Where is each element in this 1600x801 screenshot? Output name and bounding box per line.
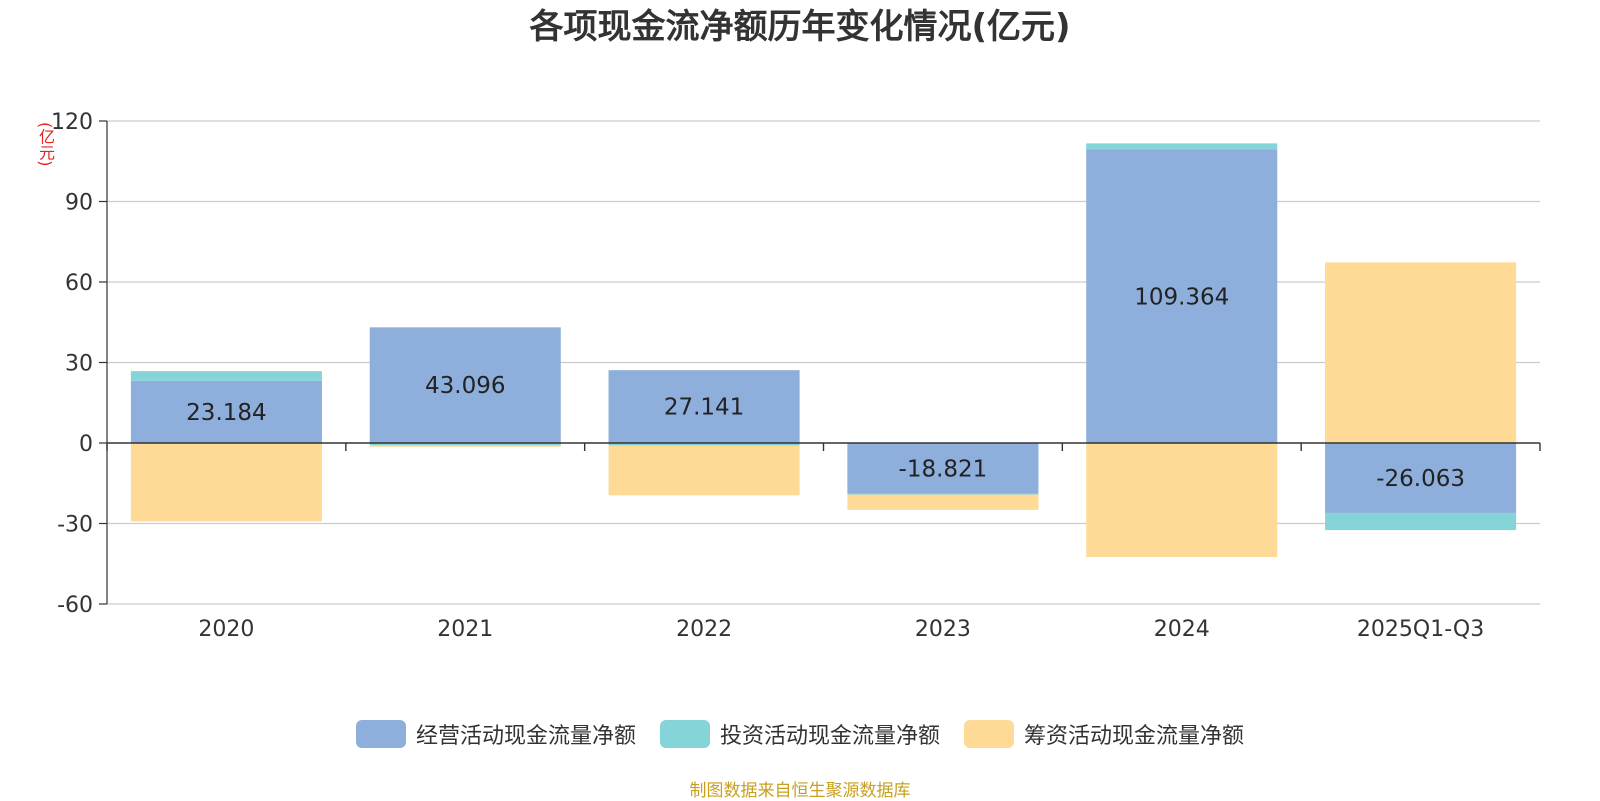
- bar-segment-s0-2021: [369, 327, 561, 443]
- bar-segment-s2-2025Q1-Q3: [1325, 262, 1517, 443]
- bar-segment-s1-2020: [130, 371, 322, 381]
- y-tick-label: 0: [79, 432, 93, 457]
- bar-segment-s2-2024: [1086, 443, 1278, 558]
- x-tick-label: 2023: [915, 617, 971, 642]
- legend-swatch-operating: [355, 720, 406, 748]
- x-tick-label: 2020: [198, 617, 254, 642]
- y-axis-unit-label: (亿元): [36, 122, 55, 167]
- data-label: 43.096: [425, 373, 505, 399]
- bar-segment-s2-2022: [608, 445, 800, 496]
- y-tick-label: -30: [57, 513, 93, 538]
- data-label: 23.184: [186, 400, 266, 426]
- bar-segment-s0-2023: [847, 443, 1039, 494]
- bar-segment-s1-2024: [1086, 143, 1278, 150]
- x-tick-label: 2025Q1-Q3: [1357, 617, 1484, 642]
- bar-segment-s0-2020: [130, 380, 322, 443]
- data-label: 27.141: [664, 395, 744, 421]
- data-label: -26.063: [1376, 466, 1465, 492]
- x-tick-label: 2024: [1154, 617, 1210, 642]
- y-tick-label: 90: [65, 191, 93, 216]
- legend: 经营活动现金流量净额 投资活动现金流量净额 筹资活动现金流量净额: [0, 718, 1600, 750]
- y-tick-label: 60: [65, 271, 93, 296]
- bar-segment-s2-2023: [847, 494, 1039, 510]
- legend-label-operating: 经营活动现金流量净额: [415, 724, 636, 749]
- legend-item-operating[interactable]: 经营活动现金流量净额: [355, 718, 636, 750]
- bar-segment-s2-2020: [130, 443, 322, 522]
- x-tick-label: 2022: [676, 617, 732, 642]
- bar-segment-s1-2022: [608, 443, 800, 446]
- bar-segment-s0-2022: [608, 370, 800, 443]
- y-tick-label: -60: [57, 593, 93, 618]
- data-label: -18.821: [899, 456, 988, 482]
- legend-swatch-investing: [659, 720, 710, 748]
- legend-label-investing: 投资活动现金流量净额: [719, 724, 940, 749]
- legend-label-financing: 筹资活动现金流量净额: [1024, 724, 1245, 749]
- bar-segment-s0-2025Q1-Q3: [1325, 443, 1517, 513]
- stacked-bar-chart: -60 -30 0 30 60 90 120 23.184 2020 43.096 2021 27.1…: [51, 110, 1541, 642]
- legend-item-financing[interactable]: 筹资活动现金流量净额: [964, 718, 1244, 750]
- bar-segment-s1-2021: [369, 443, 561, 446]
- bar-segment-s1-2023: [847, 493, 1039, 495]
- legend-swatch-financing: [964, 720, 1014, 748]
- y-tick-label: 30: [65, 352, 93, 377]
- x-tick-label: 2021: [437, 617, 493, 642]
- y-tick-label: 120: [51, 110, 93, 135]
- bar-segment-s2-2021: [369, 445, 561, 447]
- data-source-note: 制图数据来自恒生聚源数据库: [689, 781, 911, 801]
- bar-segment-s0-2024: [1086, 149, 1278, 444]
- chart-title: 各项现金流净额历年变化情况(亿元): [529, 7, 1071, 47]
- legend-item-investing[interactable]: 投资活动现金流量净额: [659, 718, 940, 750]
- data-label: 109.364: [1134, 284, 1229, 310]
- bar-segment-s1-2025Q1-Q3: [1325, 512, 1517, 531]
